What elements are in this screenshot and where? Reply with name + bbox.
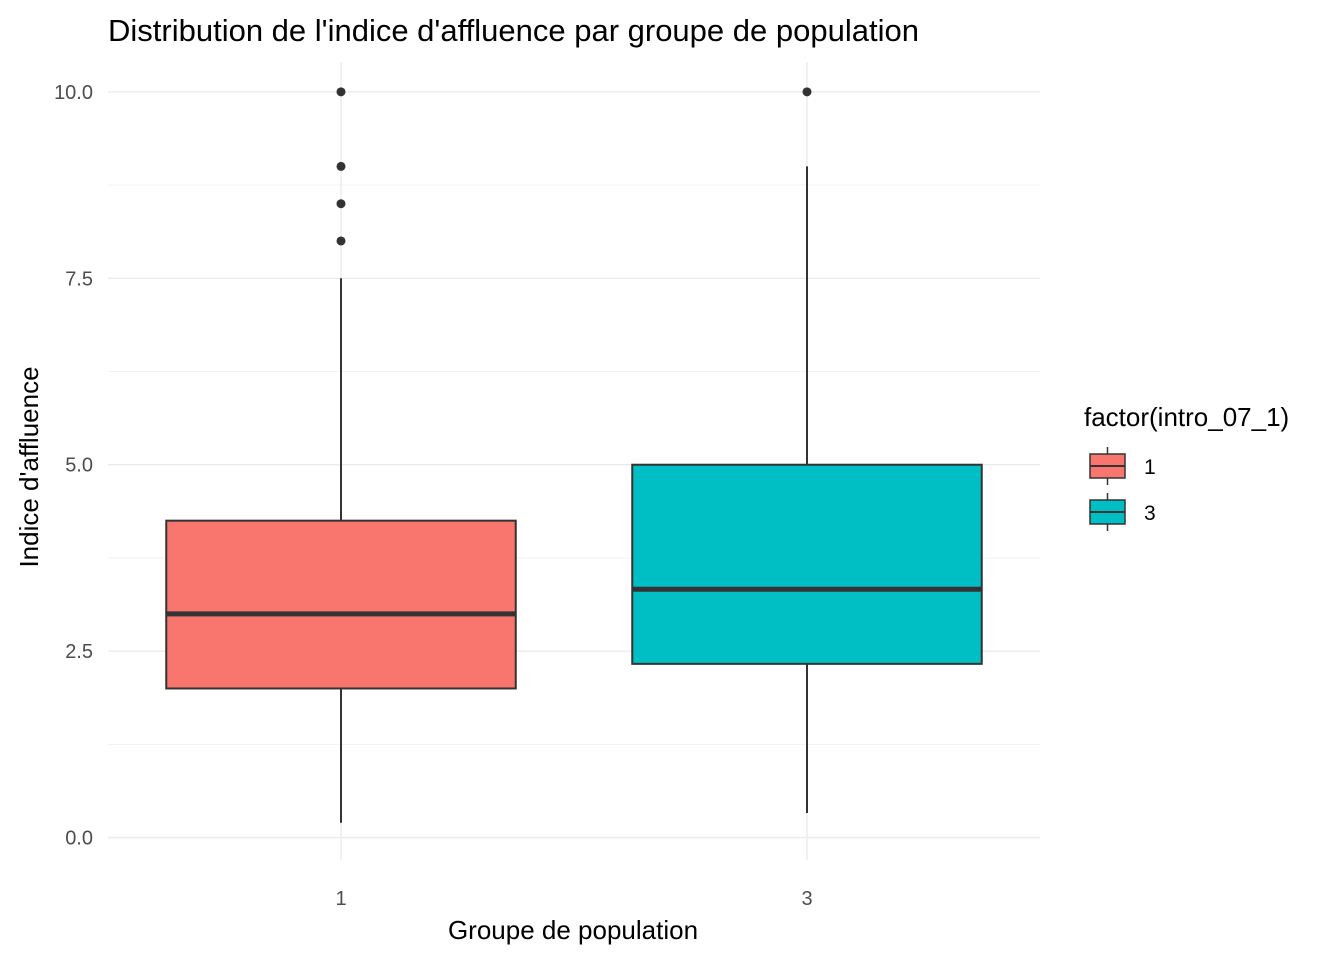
legend-label: 3 (1144, 502, 1156, 525)
y-tick-label: 5.0 (65, 455, 93, 477)
box (631, 463, 983, 665)
legend-entry: 3 (1089, 493, 1156, 531)
outlier-point (336, 199, 346, 209)
x-tick-label: 1 (335, 888, 346, 910)
chart-title: Distribution de l'indice d'affluence par… (108, 13, 919, 48)
y-axis-title: Indice d'affluence (14, 366, 44, 567)
box-group-3 (631, 87, 983, 814)
x-tick-label: 3 (801, 888, 812, 910)
outlier-point (336, 236, 346, 246)
legend-entry: 1 (1089, 447, 1156, 485)
y-tick-label: 2.5 (65, 641, 93, 663)
outlier-point (802, 87, 812, 97)
box-group-1 (165, 87, 517, 823)
legend-title: factor(intro_07_1) (1084, 402, 1289, 432)
y-tick-label: 10.0 (54, 82, 93, 104)
y-tick-label: 7.5 (65, 268, 93, 290)
y-tick-label: 0.0 (65, 828, 93, 850)
x-axis-title: Groupe de population (448, 915, 698, 945)
outlier-point (336, 161, 346, 171)
legend-label: 1 (1144, 456, 1156, 479)
legend: factor(intro_07_1) 1 3 (1084, 402, 1289, 531)
outlier-point (336, 87, 346, 97)
boxes (165, 87, 983, 823)
y-axis-ticks: 0.0 2.5 5.0 7.5 10.0 (54, 82, 93, 850)
box (165, 519, 517, 690)
grid (108, 62, 1040, 860)
